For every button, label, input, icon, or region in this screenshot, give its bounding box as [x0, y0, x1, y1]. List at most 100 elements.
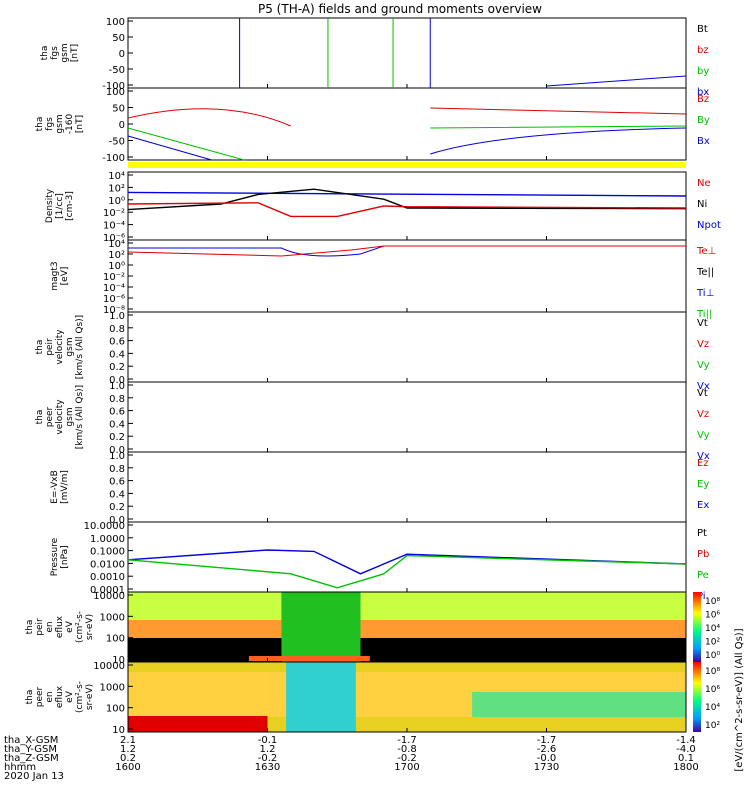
y-axis-label-line: sr-eV): [85, 614, 95, 640]
y-tick-label: 0.0100: [90, 559, 125, 570]
y-axis-label-line: eV: [65, 690, 75, 703]
y-tick-label: 10²: [108, 250, 125, 261]
y-axis-label-pressure: Pressure [nPa]: [50, 537, 70, 576]
legend-temp-Te⊥: Te⊥: [696, 246, 716, 257]
y-tick-label: 10000: [93, 661, 125, 672]
y-tick-label: 0.2: [109, 362, 125, 373]
legend-density-Ni: Ni: [697, 199, 707, 210]
y-tick-label: 0.8: [109, 464, 125, 475]
y-axis-label-line: gsm: [65, 407, 75, 426]
legend-fgs2-By: By: [697, 115, 710, 126]
series-pressure-pe: [127, 554, 687, 589]
legend-peir_vel-Vt: Vt: [697, 318, 708, 329]
ephemeris-value: 1600: [115, 762, 140, 773]
y-tick-label: 10000: [93, 591, 125, 602]
y-axis-label-line: tha: [25, 620, 35, 635]
series-density-ne: [127, 202, 687, 218]
legend-peer_vel-Vx: Vx: [697, 451, 710, 462]
legend-peer_vel-Vz: Vz: [697, 409, 709, 420]
y-tick-label: 10⁴: [108, 171, 125, 182]
spectrogram-peir-gap: [281, 592, 361, 662]
y-axis-label-fgs: tha fgs gsm [nT]: [40, 43, 80, 62]
ephemeris-value: 1700: [394, 762, 419, 773]
series-bx2: [127, 127, 687, 161]
y-tick-label: -50: [109, 137, 125, 148]
y-axis-label-line: eflux: [55, 615, 65, 638]
series-by2: [127, 125, 687, 161]
ephemeris-label-tha_Z-GSM: tha_Z-GSM: [4, 753, 59, 764]
ephemeris-value: -1.4: [676, 735, 696, 746]
y-axis-label-line: peir: [45, 338, 55, 356]
legend-peer_vel-Vt: Vt: [697, 388, 708, 399]
y-tick-label: 100: [106, 634, 125, 645]
y-axis-label-peir_spec: tha peir en eflux eV (cm²-s-sr-eV): [25, 611, 95, 643]
legend-temp-Ti⊥: Ti⊥: [696, 288, 714, 299]
y-axis-label-line: [nT]: [75, 115, 85, 133]
ephemeris-value: 1.2: [120, 744, 136, 755]
legend-pressure-Pe: Pe: [697, 570, 709, 581]
y-axis-label-line: eflux: [55, 685, 65, 708]
legend-fgs-bx: bx: [697, 87, 709, 98]
legend-peer_vel-Vy: Vy: [697, 430, 710, 441]
colorbar-tick: 10⁸: [705, 597, 720, 607]
y-axis-label-line: [km/s (All Qs)]: [75, 315, 85, 379]
y-axis-label-line: gsm: [55, 114, 65, 133]
series-bz2: [127, 107, 687, 127]
y-tick-label: 1.0000: [90, 534, 125, 545]
y-tick-label: 0.4: [109, 489, 125, 500]
y-tick-label: 10⁻²: [103, 272, 125, 283]
y-axis-label-line: -160: [65, 114, 75, 135]
y-tick-label: 100: [106, 17, 125, 28]
y-tick-label: 0.0: [109, 445, 125, 456]
y-axis-label-line: eV: [65, 620, 75, 633]
y-axis-label-line: [eV]: [60, 267, 70, 286]
y-axis-label-fgs2: tha fgs gsm -160 [nT]: [35, 114, 85, 135]
ephemeris-value: 2.1: [120, 735, 136, 746]
ephemeris-value: -2.6: [537, 744, 557, 755]
series-bx-tail: [546, 75, 687, 87]
y-axis-label-line: tha: [25, 690, 35, 705]
y-tick-label: 50: [112, 104, 125, 115]
series-density-npot: [127, 191, 687, 197]
ephemeris-value: -1.7: [397, 735, 417, 746]
ephemeris-value: 1.2: [260, 744, 276, 755]
ephemeris-value: 1800: [673, 762, 698, 773]
y-tick-label: 10⁰: [108, 196, 125, 207]
y-axis-label-line: E=-VxB: [50, 470, 60, 504]
spectrogram-peer-low: [128, 716, 268, 732]
y-tick-label: 10⁻²: [103, 208, 125, 219]
ephemeris-value: -4.0: [676, 744, 696, 755]
y-tick-label: 0.2: [109, 432, 125, 443]
y-tick-label: 1.0: [109, 451, 125, 462]
legend-efield-Ez: Ez: [697, 458, 709, 469]
y-axis-label-line: [nPa]: [60, 545, 70, 568]
colorbar-label: [eV/(cm^2-s-sr-eV)] (All Qs)]: [734, 628, 745, 771]
colorbar-tick: 10⁶: [705, 685, 720, 695]
y-axis-label-line: fgs: [45, 117, 55, 131]
y-tick-label: 10⁻⁴: [103, 221, 125, 232]
ephemeris-label-tha_Y-GSM: tha_Y-GSM: [4, 744, 57, 755]
y-tick-label: 1.0: [109, 311, 125, 322]
y-tick-label: 100: [106, 87, 125, 98]
y-axis-label-line: tha: [35, 117, 45, 132]
y-tick-label: 0.1000: [90, 547, 125, 558]
legend-temp-Te||: Te||: [696, 267, 714, 278]
y-axis-label-line: peer: [45, 406, 55, 427]
y-tick-label: 10: [112, 725, 125, 736]
legend-efield-Ex: Ex: [697, 500, 709, 511]
chart-title: P5 (TH-A) fields and ground moments over…: [258, 2, 542, 16]
spectrogram-peir-high: [128, 592, 686, 620]
y-axis-label-line: en: [45, 621, 55, 632]
y-tick-label: 10.0000: [84, 521, 125, 532]
colorbar-tick: 10⁰: [705, 651, 720, 661]
y-tick-label: 10⁻⁸: [103, 305, 125, 316]
ephemeris-value: -0.2: [258, 753, 278, 764]
y-tick-label: 0.0: [109, 375, 125, 386]
legend-fgs2-Bz: Bz: [697, 94, 709, 105]
y-axis-label-line: gsm: [65, 337, 75, 356]
y-axis-label-peer_vel: tha peer velocity gsm [km/s (All Qs)]: [35, 385, 85, 449]
y-tick-label: 0.4: [109, 349, 125, 360]
y-axis-label-density: Density [1/cc] [cm-3]: [45, 188, 75, 223]
spectrogram-peer-green: [472, 692, 686, 717]
y-axis-label-line: velocity: [55, 399, 65, 435]
